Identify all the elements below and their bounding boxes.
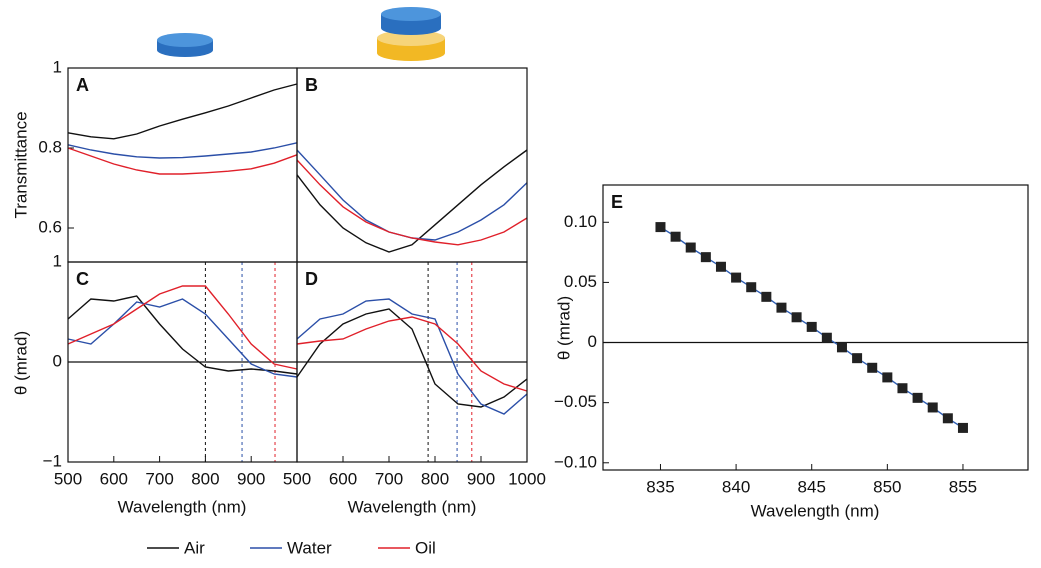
plot-frame (296, 261, 528, 463)
y-axis-label: θ (mrad) (554, 296, 573, 360)
panel-letter: B (305, 75, 318, 95)
y-tick-label: 0.05 (564, 272, 597, 291)
series-line (67, 83, 298, 140)
y-tick-label: 0 (588, 332, 597, 351)
x-tick-label: 845 (798, 477, 826, 496)
y-tick-label: 1 (53, 251, 62, 270)
plot-frame (67, 67, 298, 263)
point-marker (912, 392, 923, 403)
legend-label: Oil (415, 538, 436, 557)
legend-label: Water (287, 538, 332, 557)
x-tick-label: 600 (329, 469, 357, 488)
x-tick-label: 850 (873, 477, 901, 496)
series-line (67, 147, 298, 175)
series-line (67, 285, 298, 370)
x-tick-label: 700 (375, 469, 403, 488)
point-marker (761, 291, 772, 302)
x-tick-label: 800 (191, 469, 219, 488)
x-tick-label: 1000 (508, 469, 546, 488)
point-marker (897, 383, 908, 394)
y-axis-label: θ (mrad) (11, 331, 30, 395)
panel-letter: E (611, 192, 623, 212)
x-tick-label: 835 (646, 477, 674, 496)
legend-label: Air (184, 538, 205, 557)
point-marker (882, 372, 893, 383)
series-line (67, 295, 298, 375)
x-tick-label: 800 (421, 469, 449, 488)
point-marker (685, 242, 696, 253)
series-line (67, 298, 298, 378)
point-marker (821, 332, 832, 343)
x-axis-label: Wavelength (nm) (118, 497, 247, 516)
x-tick-label: 700 (145, 469, 173, 488)
series-line (67, 142, 298, 159)
y-tick-label: 1 (53, 57, 62, 76)
series-line (296, 308, 528, 408)
point-marker (957, 422, 968, 433)
point-marker (731, 272, 742, 283)
x-tick-label: 855 (949, 477, 977, 496)
y-tick-label: −0.10 (554, 452, 597, 471)
point-marker (867, 362, 878, 373)
x-tick-label: 900 (237, 469, 265, 488)
x-axis-label: Wavelength (nm) (348, 497, 477, 516)
panel-letter: C (76, 269, 89, 289)
y-tick-label: 0.10 (564, 212, 597, 231)
point-marker (852, 353, 863, 364)
point-marker (655, 222, 666, 233)
sample-icon-stack (377, 7, 445, 61)
panel-letter: D (305, 269, 318, 289)
plot-frame (296, 67, 528, 263)
y-tick-label: 0.6 (38, 217, 62, 236)
panel-letter: A (76, 75, 89, 95)
point-marker (700, 252, 711, 263)
y-axis-label: Transmittance (11, 111, 30, 218)
y-tick-label: 0.8 (38, 137, 62, 156)
x-tick-label: 600 (100, 469, 128, 488)
point-marker (670, 231, 681, 242)
series-line (296, 298, 528, 415)
x-tick-label: 500 (54, 469, 82, 488)
y-tick-label: −0.05 (554, 392, 597, 411)
point-marker (806, 321, 817, 332)
series-line (296, 159, 528, 246)
point-marker (927, 402, 938, 413)
point-marker (942, 413, 953, 424)
plot-frame (602, 184, 1029, 471)
y-tick-label: 0 (53, 351, 62, 370)
y-tick-label: −1 (43, 451, 62, 470)
sample-icon-single (157, 33, 213, 57)
point-marker (746, 282, 757, 293)
series-line (296, 316, 528, 392)
x-tick-label: 900 (467, 469, 495, 488)
series-line (296, 149, 528, 253)
x-tick-label: 840 (722, 477, 750, 496)
point-marker (776, 302, 787, 313)
point-marker (836, 342, 847, 353)
point-marker (715, 261, 726, 272)
x-tick-label: 500 (283, 469, 311, 488)
x-axis-label: Wavelength (nm) (751, 501, 880, 520)
point-marker (791, 312, 802, 323)
